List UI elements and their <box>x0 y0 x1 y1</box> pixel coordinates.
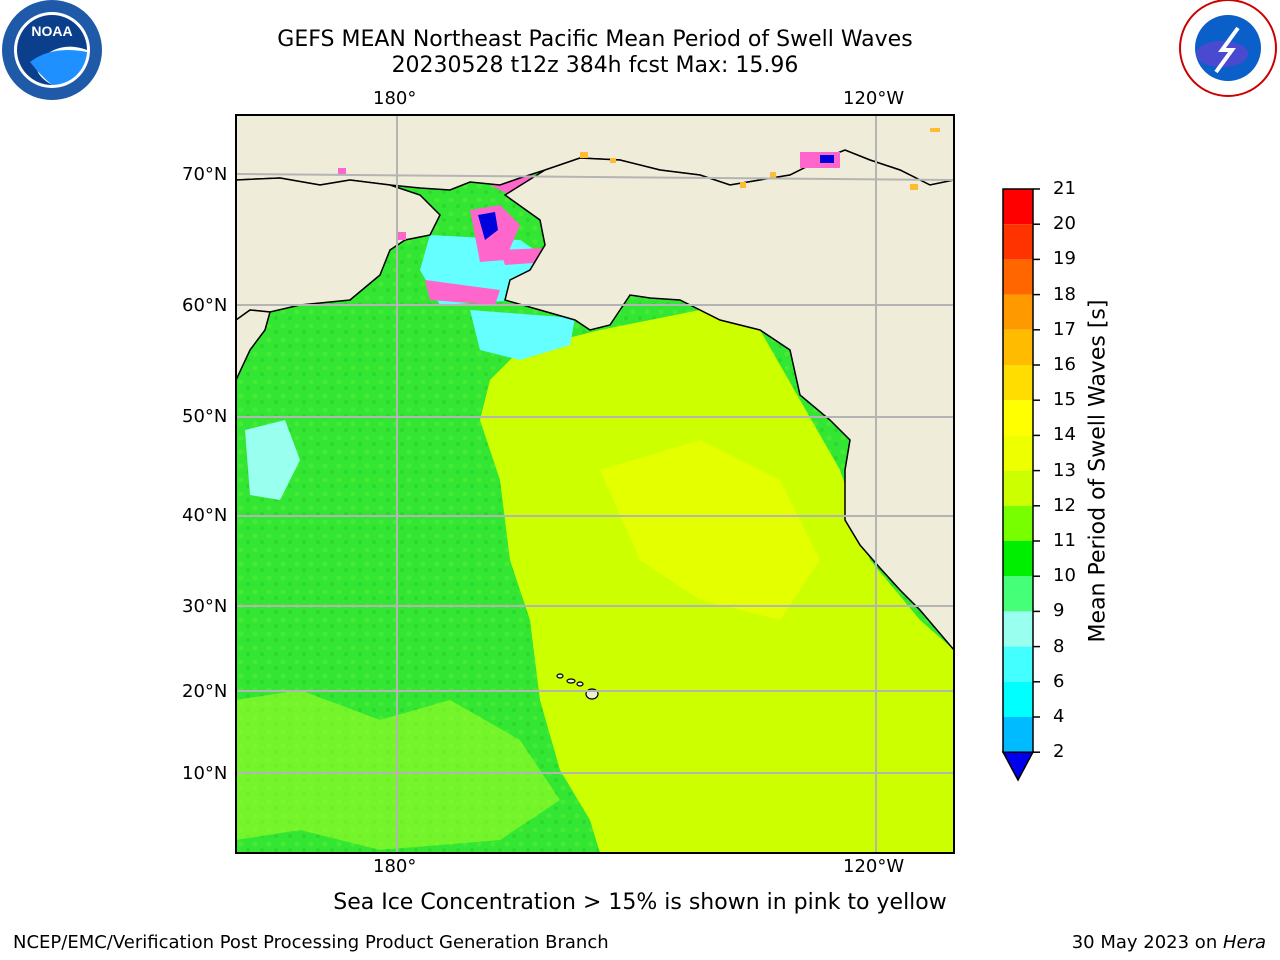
footer-date-text: 30 May 2023 on <box>1071 932 1223 953</box>
colorbar-tick-label: 17 <box>1053 318 1076 340</box>
map-area <box>236 115 954 853</box>
colorbar-segment <box>1003 435 1033 471</box>
colorbar-tick-label: 4 <box>1053 706 1065 727</box>
colorbar-segment <box>1003 294 1033 330</box>
colorbar-extend-arrow <box>1001 751 1035 782</box>
noaa-logo: NOAA <box>2 0 102 100</box>
colorbar-segment <box>1003 400 1033 436</box>
footer-date: 30 May 2023 on Hera <box>1072 932 1266 953</box>
colorbar-title: Mean Period of Swell Waves [s] <box>1085 299 1111 643</box>
colorbar-tick-label: 13 <box>1053 459 1076 481</box>
colorbar-segment <box>1003 576 1033 612</box>
colorbar-segment <box>1003 224 1033 260</box>
colorbar-tick-label: 14 <box>1053 424 1076 446</box>
nws-logo <box>1179 0 1277 97</box>
top-lon-label-180: 180° <box>373 88 417 109</box>
colorbar <box>1001 188 1040 782</box>
colorbar-segment <box>1003 646 1033 682</box>
colorbar-tick-label: 19 <box>1053 248 1076 270</box>
colorbar-segment <box>1003 329 1033 365</box>
footer-branch: NCEP/EMC/Verification Post Processing Pr… <box>13 932 609 953</box>
bottom-lon-label-120w: 120°W <box>843 856 905 877</box>
map-gridlines <box>236 115 954 853</box>
footer-machine: Hera <box>1222 932 1266 953</box>
chart-title: GEFS MEAN Northeast Pacific Mean Period … <box>277 27 913 52</box>
colorbar-segment <box>1003 505 1033 541</box>
lat-label-50n: 50°N <box>182 406 228 427</box>
colorbar-tick-label: 12 <box>1053 494 1076 516</box>
colorbar-tick-label: 16 <box>1053 354 1076 375</box>
chart-subtitle: 20230528 t12z 384h fcst Max: 15.96 <box>391 53 799 78</box>
colorbar-tick-label: 9 <box>1053 600 1065 622</box>
svg-text:NOAA: NOAA <box>31 23 72 39</box>
map-frame <box>235 114 955 854</box>
lat-label-10n: 10°N <box>182 763 228 784</box>
colorbar-segment <box>1003 611 1033 647</box>
colorbar-segment <box>1003 541 1033 577</box>
colorbar-tick-label: 11 <box>1053 530 1076 551</box>
lat-label-30n: 30°N <box>182 596 228 617</box>
colorbar-tick-label: 2 <box>1053 741 1065 763</box>
colorbar-segment <box>1003 470 1033 506</box>
colorbar-segment <box>1003 259 1033 295</box>
top-lon-label-120w: 120°W <box>843 88 905 109</box>
lat-label-70n: 70°N <box>182 164 228 185</box>
colorbar-tick-label: 6 <box>1053 670 1065 692</box>
colorbar-tick-label: 20 <box>1053 213 1076 235</box>
colorbar-segment <box>1003 717 1033 753</box>
colorbar-tick-label: 8 <box>1053 635 1065 657</box>
colorbar-tick-label: 18 <box>1053 283 1076 305</box>
sea-ice-note: Sea Ice Concentration > 15% is shown in … <box>333 890 947 915</box>
lat-label-60n: 60°N <box>182 295 228 316</box>
bottom-lon-label-180: 180° <box>373 856 417 877</box>
colorbar-tick-label: 15 <box>1053 389 1076 411</box>
colorbar-segment <box>1003 365 1033 401</box>
colorbar-tick-label: 21 <box>1053 178 1076 199</box>
colorbar-segment <box>1003 681 1033 717</box>
colorbar-segment <box>1003 189 1033 225</box>
colorbar-tick-label: 10 <box>1053 565 1076 587</box>
lat-label-40n: 40°N <box>182 505 228 526</box>
lat-label-20n: 20°N <box>182 681 228 702</box>
